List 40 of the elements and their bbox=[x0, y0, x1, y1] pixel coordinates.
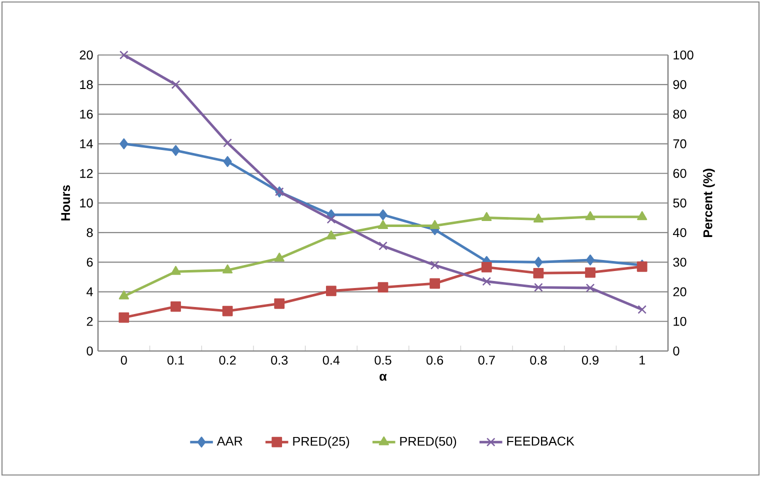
x-axis-title: α bbox=[380, 374, 387, 381]
legend-label: PRED(25) bbox=[293, 436, 350, 448]
y-tick-label: 4 bbox=[86, 287, 93, 296]
legend-label: AAR bbox=[216, 436, 242, 446]
x-tick-label: 0.1 bbox=[167, 356, 184, 365]
y-tick-label: 0 bbox=[86, 346, 93, 356]
y2-tick-label: 30 bbox=[673, 258, 686, 267]
x-tick-label: 0 bbox=[120, 356, 127, 365]
y-tick-label: 12 bbox=[80, 168, 93, 178]
y-axis-title: Hours bbox=[61, 185, 70, 220]
y-tick-label: 14 bbox=[80, 139, 93, 148]
y2-tick-label: 40 bbox=[673, 228, 686, 238]
y-tick-label: 18 bbox=[80, 80, 93, 90]
x-tick-label: 0.2 bbox=[219, 356, 236, 365]
y-tick-label: 10 bbox=[80, 198, 93, 208]
x-tick-label: 0.9 bbox=[582, 356, 598, 365]
x-tick-label: 0.3 bbox=[271, 356, 288, 365]
y2-tick-label: 100 bbox=[674, 50, 694, 60]
y2-tick-label: 80 bbox=[673, 110, 686, 119]
y-tick-label: 2 bbox=[86, 316, 93, 326]
y2-tick-label: 60 bbox=[673, 168, 686, 178]
legend-label: FEEDBACK bbox=[507, 436, 574, 446]
legend-label: PRED(50) bbox=[400, 436, 456, 448]
y2-tick-label: 90 bbox=[673, 80, 686, 90]
x-tick-label: 0.6 bbox=[426, 356, 444, 365]
y-tick-label: 20 bbox=[80, 50, 93, 60]
x-tick-label: 0.4 bbox=[322, 356, 340, 365]
x-tick-label: 0.5 bbox=[374, 356, 392, 365]
y-tick-label: 16 bbox=[80, 110, 93, 119]
y2-tick-label: 10 bbox=[674, 316, 686, 326]
x-tick-label: 0.7 bbox=[478, 356, 495, 365]
y2-tick-label: 50 bbox=[673, 198, 686, 208]
x-tick-label: 1 bbox=[640, 356, 645, 364]
x-tick-label: 0.8 bbox=[530, 356, 547, 365]
y-tick-label: 6 bbox=[86, 258, 93, 267]
y-tick-label: 8 bbox=[86, 228, 93, 238]
y2-tick-label: 0 bbox=[673, 346, 680, 356]
y2-axis-title: Percent (%) bbox=[702, 168, 715, 237]
y2-tick-label: 70 bbox=[673, 139, 686, 148]
y2-tick-label: 20 bbox=[673, 287, 686, 296]
